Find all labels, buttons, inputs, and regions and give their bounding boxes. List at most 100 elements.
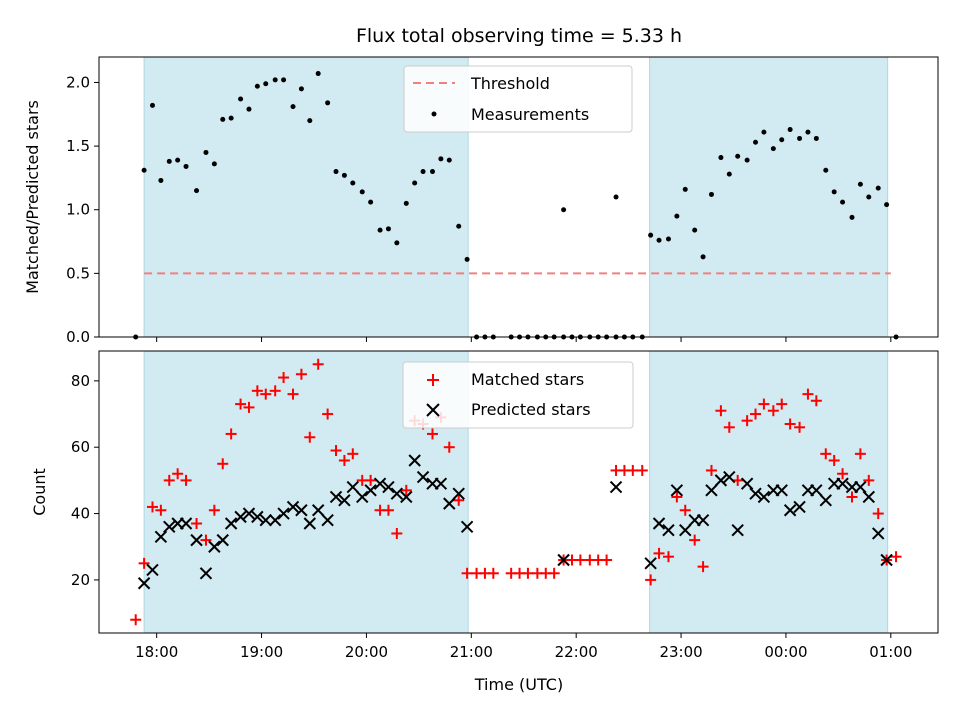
x-tick-label: 01:00 xyxy=(869,643,912,661)
measurement-point xyxy=(857,181,863,187)
measurement-point xyxy=(368,199,374,205)
matched-star-point xyxy=(400,484,412,496)
measurement-point xyxy=(194,188,200,194)
predicted-star-point xyxy=(670,484,684,497)
matched-star-point xyxy=(828,454,840,466)
predicted-star-point xyxy=(216,533,229,547)
measurement-point xyxy=(761,129,767,135)
matched-star-point xyxy=(235,398,247,410)
measurement-point xyxy=(726,171,732,177)
predicted-star-point xyxy=(793,500,806,514)
measurements-legend-label: Measurements xyxy=(471,105,589,124)
x-tick-label: 23:00 xyxy=(659,643,702,661)
matched-star-point xyxy=(330,445,342,457)
measurement-point xyxy=(446,157,452,163)
top-x-ticks xyxy=(156,337,892,342)
predicted-star-point xyxy=(311,504,325,517)
predicted-star-point xyxy=(190,533,203,547)
measurement-point xyxy=(438,156,444,162)
top-panel: 0.00.51.01.52.0 Matched/Predicted stars … xyxy=(23,56,939,346)
matched-star-point xyxy=(138,557,150,569)
predicted-star-point xyxy=(356,490,369,504)
predicted-star-point xyxy=(382,480,395,494)
matched-star-point xyxy=(365,474,377,486)
matched-star-point xyxy=(854,448,866,460)
bottom-x-axis: 18:00 19:00 20:00 21:00 22:00 23:00 00:00 01:00 xyxy=(135,633,912,661)
measurement-point xyxy=(203,149,209,155)
measurement-point xyxy=(420,169,426,175)
matched-star-point xyxy=(208,504,220,516)
predicted-star-point xyxy=(662,523,675,537)
measurement-point xyxy=(779,137,785,143)
measurement-point xyxy=(692,227,698,233)
predicted-star-point xyxy=(880,553,893,567)
y-tick-label: 0.5 xyxy=(66,264,90,282)
predicted-star-point xyxy=(644,557,657,570)
matched-star-point xyxy=(705,464,717,476)
measurement-point xyxy=(183,163,189,169)
count-plot-area xyxy=(130,358,902,626)
measurement-point xyxy=(228,115,234,121)
top-legend-box xyxy=(403,65,633,133)
y-tick-label: 20 xyxy=(71,571,90,589)
matched-star-point xyxy=(750,408,762,420)
x-tick-label: 19:00 xyxy=(240,643,283,661)
matched-star-point xyxy=(601,554,613,566)
measurement-point xyxy=(377,227,383,233)
matched-star-point xyxy=(802,388,814,400)
matched-star-point xyxy=(794,421,806,433)
measurement-point xyxy=(849,214,855,220)
observing-window-2 xyxy=(649,56,889,338)
matched-star-point xyxy=(645,574,657,586)
predicted-stars-legend-label: Predicted stars xyxy=(471,400,591,419)
measurement-point xyxy=(613,194,619,200)
predicted-star-point xyxy=(723,470,736,484)
measurement-point xyxy=(166,158,172,164)
measurement-point xyxy=(805,129,811,135)
predicted-star-point xyxy=(652,517,666,530)
matched-stars-legend-label: Matched stars xyxy=(471,370,584,389)
y-tick-label: 80 xyxy=(71,372,90,390)
bottom-y-axis: 20 40 60 80 xyxy=(71,372,99,589)
measurement-point xyxy=(325,100,331,106)
measurement-point xyxy=(141,167,147,173)
measurement-point xyxy=(708,191,714,197)
top-y-axis-title: Matched/Predicted stars xyxy=(23,100,42,294)
bottom-axes-frame xyxy=(98,350,939,634)
predicted-star-point xyxy=(714,474,728,487)
predicted-star-point xyxy=(819,494,832,507)
matched-star-point xyxy=(155,504,167,516)
matched-star-point xyxy=(146,501,158,513)
matched-star-point xyxy=(715,405,727,417)
matched-star-point xyxy=(312,358,324,370)
predicted-star-point xyxy=(775,484,788,497)
predicted-star-point xyxy=(862,490,875,504)
matched-star-point xyxy=(574,554,586,566)
measurement-point xyxy=(412,180,418,186)
measurement-point xyxy=(456,223,462,229)
y-tick-label: 2.0 xyxy=(66,73,90,91)
matched-star-point xyxy=(453,494,465,506)
matched-star-point xyxy=(820,448,832,460)
predicted-star-point xyxy=(434,477,448,490)
measurement-point xyxy=(175,157,181,163)
measurement-point xyxy=(385,226,391,232)
measurement-point xyxy=(350,180,356,186)
predicted-star-point xyxy=(364,484,377,497)
measurement-point xyxy=(674,213,680,219)
matched-star-point xyxy=(191,518,203,530)
predicted-star-point xyxy=(286,500,300,514)
measurement-point xyxy=(700,254,706,260)
matched-star-point xyxy=(287,388,299,400)
matched-star-point xyxy=(548,567,560,579)
predicted-star-point xyxy=(179,517,193,530)
predicted-star-point xyxy=(749,487,762,500)
predicted-star-point xyxy=(208,540,221,553)
ratio-plot-area xyxy=(133,71,899,340)
matched-star-point xyxy=(163,474,175,486)
matched-star-point xyxy=(679,504,691,516)
matched-star-point xyxy=(382,504,394,516)
predicted-star-point xyxy=(757,490,771,504)
x-tick-label: 00:00 xyxy=(764,643,807,661)
matched-star-point xyxy=(391,527,403,539)
